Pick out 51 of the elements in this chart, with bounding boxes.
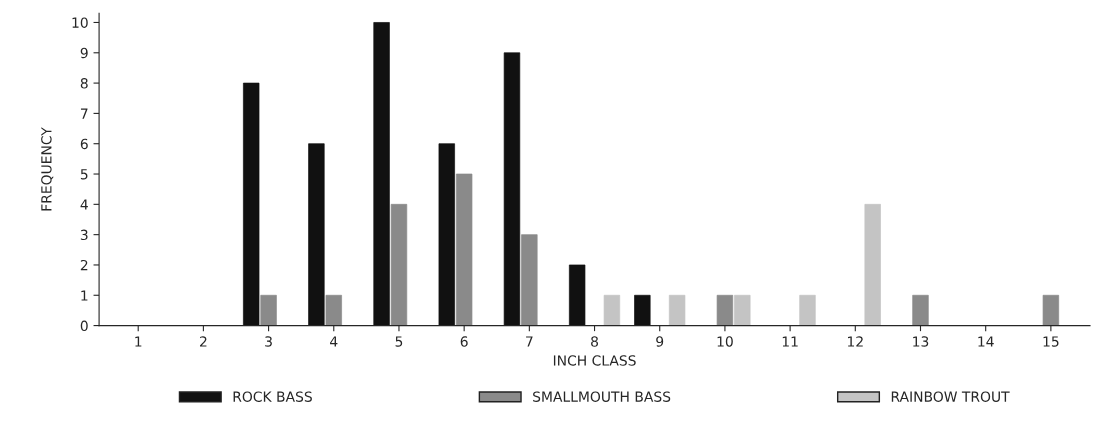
y-tick-label: 1 — [81, 290, 88, 301]
x-tick-label: 6 — [460, 336, 468, 347]
x-tick-label: 14 — [978, 336, 994, 347]
x-tick-label: 2 — [199, 336, 207, 347]
bar — [716, 294, 734, 326]
bar — [734, 294, 751, 326]
y-tick-label: 0 — [80, 320, 88, 332]
bar — [260, 294, 277, 326]
bar — [668, 294, 686, 326]
bar — [455, 173, 473, 326]
legend-label: ROCK BASS — [233, 391, 312, 402]
bar — [503, 52, 521, 326]
y-axis-title: FREQUENCY — [41, 127, 54, 211]
legend-label: RAINBOW TROUT — [891, 391, 1010, 402]
bar — [799, 294, 816, 326]
x-axis-title: INCH CLASS — [553, 355, 636, 366]
bar — [912, 294, 929, 326]
x-tick-label: 8 — [591, 336, 599, 347]
y-tick-label: 8 — [80, 78, 88, 89]
y-tick-label: 7 — [80, 108, 88, 119]
y-tick-label: 10 — [72, 17, 88, 28]
bar — [568, 264, 586, 326]
bar — [521, 234, 538, 326]
bar — [1042, 294, 1060, 326]
x-tick-label: 4 — [330, 336, 338, 347]
bar — [438, 143, 455, 326]
x-tick-label: 5 — [395, 336, 403, 347]
x-tick-label: 13 — [913, 336, 929, 347]
bar — [390, 203, 408, 326]
x-tick-label: 12 — [847, 336, 863, 347]
y-tick-label: 9 — [80, 47, 88, 59]
bar — [325, 294, 342, 326]
bar — [243, 82, 260, 326]
bar — [603, 294, 621, 326]
x-tick-label: 11 — [782, 336, 798, 347]
bar — [373, 22, 390, 326]
bar — [634, 294, 651, 326]
y-tick-label: 4 — [80, 199, 88, 210]
legend-label: SMALLMOUTH BASS — [533, 391, 671, 402]
x-tick-label: 10 — [717, 336, 733, 347]
x-tick-label: 7 — [526, 336, 533, 347]
y-tick-label: 2 — [80, 259, 88, 271]
x-tick-label: 1 — [135, 336, 142, 347]
x-tick-label: 3 — [265, 336, 272, 347]
bar — [308, 143, 325, 326]
y-tick-label: 5 — [80, 169, 88, 180]
y-tick-label: 6 — [80, 138, 88, 150]
x-tick-label: 15 — [1043, 336, 1059, 347]
y-tick-label: 3 — [80, 229, 88, 241]
bar — [864, 203, 881, 326]
x-tick-label: 9 — [656, 336, 664, 347]
